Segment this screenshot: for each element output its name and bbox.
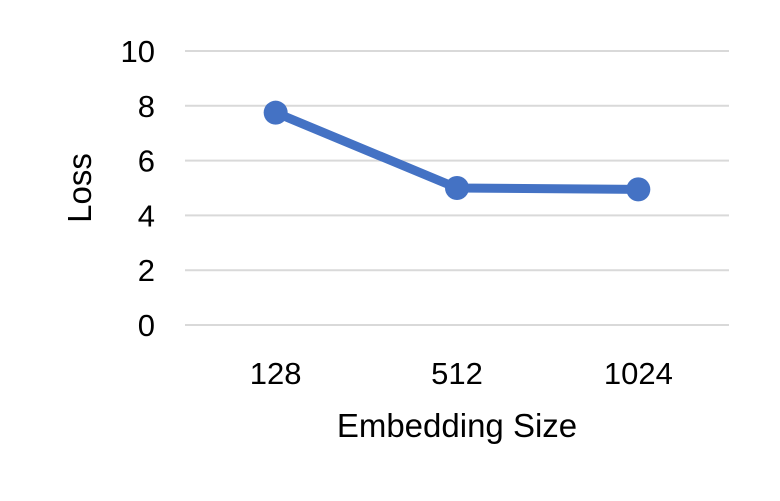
x-tick-label-1024: 1024 bbox=[604, 356, 673, 391]
y-tick-label-8: 8 bbox=[138, 89, 155, 124]
y-tick-label-10: 10 bbox=[121, 34, 155, 69]
data-point-1024 bbox=[626, 177, 651, 202]
x-axis-tick-labels: 128 512 1024 bbox=[250, 356, 673, 391]
y-tick-label-2: 2 bbox=[138, 253, 155, 288]
y-axis-tick-labels: 0 2 4 6 8 10 bbox=[121, 34, 155, 343]
series-group bbox=[263, 100, 651, 202]
data-point-128 bbox=[263, 100, 288, 125]
data-point-512 bbox=[445, 176, 469, 200]
x-tick-label-128: 128 bbox=[250, 356, 302, 391]
y-axis-title: Loss bbox=[61, 153, 98, 223]
x-axis-title: Embedding Size bbox=[337, 407, 577, 444]
y-tick-label-4: 4 bbox=[138, 198, 155, 233]
y-tick-label-0: 0 bbox=[138, 308, 155, 343]
x-tick-label-512: 512 bbox=[431, 356, 483, 391]
y-tick-label-6: 6 bbox=[138, 144, 155, 179]
